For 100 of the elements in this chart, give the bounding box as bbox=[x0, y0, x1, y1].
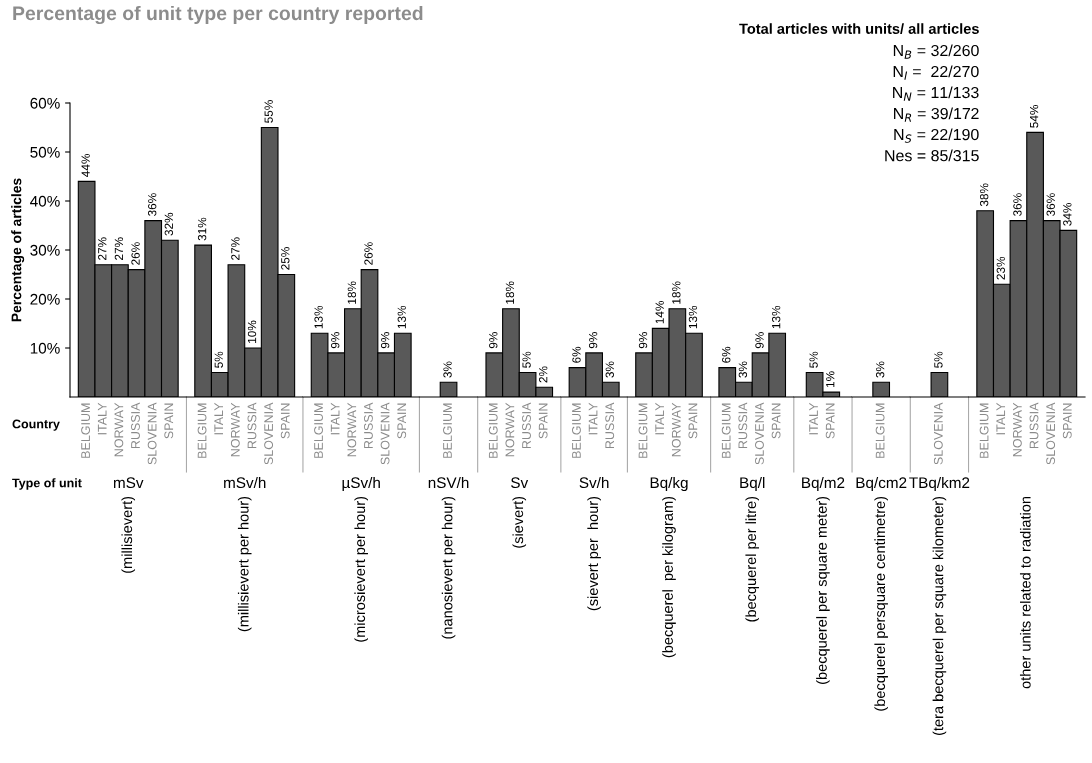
x-tick-label: ITALY bbox=[97, 402, 107, 435]
data-label: 9% bbox=[380, 332, 390, 349]
x-axis-title: mSv/h bbox=[224, 476, 266, 489]
data-label: 18% bbox=[505, 281, 515, 304]
x-tick-label: NORWAY bbox=[114, 402, 124, 457]
x-tick-label: NORWAY bbox=[1012, 402, 1022, 457]
data-label: 1% bbox=[826, 371, 835, 388]
data-label: 13% bbox=[771, 305, 781, 329]
data-label: 55% bbox=[264, 100, 273, 123]
x-tick-label: SPAIN bbox=[538, 403, 548, 439]
chart-title: Percentage of unit type per country reported bbox=[13, 5, 423, 25]
data-label: 13% bbox=[397, 305, 406, 329]
text: (tera becquerel per square kilometer) bbox=[932, 496, 947, 735]
text: (nanosievert per hour) bbox=[441, 496, 456, 639]
x-tick-label: ITALY bbox=[996, 402, 1006, 435]
data-label: 18% bbox=[347, 281, 357, 304]
x-tick-label: BELGIUM bbox=[488, 403, 498, 458]
y-tick-label: 50% bbox=[30, 146, 60, 158]
data-label: 9% bbox=[489, 332, 498, 349]
data-label: 25% bbox=[281, 247, 290, 270]
x-axis-title: nSV/h bbox=[428, 476, 469, 489]
x-tick-label: RUSSIA bbox=[1029, 402, 1039, 449]
data-label: 54% bbox=[1029, 105, 1039, 128]
data-label: 27% bbox=[231, 237, 240, 260]
x-tick-label: BELGIUM bbox=[197, 403, 207, 458]
data-label: 6% bbox=[572, 346, 581, 363]
x-tick-label: SPAIN bbox=[688, 403, 698, 439]
x-tick-label: NORWAY bbox=[671, 402, 681, 457]
x-tick-label: SPAIN bbox=[397, 403, 407, 439]
x-tick-label: BELGIUM bbox=[721, 403, 731, 458]
data-label: 27% bbox=[98, 237, 107, 260]
x-tick-label: ITALY bbox=[330, 402, 340, 435]
x-tick-label: RUSSIA bbox=[364, 402, 373, 449]
data-label: 5% bbox=[809, 351, 818, 368]
text: (millisievert) bbox=[121, 496, 136, 573]
x-tick-label: BELGIUM bbox=[572, 403, 581, 458]
data-label: 34% bbox=[1063, 203, 1072, 226]
x-axis-title: Sv/h bbox=[579, 476, 609, 489]
y-axis-title: Percentage of articles bbox=[11, 178, 25, 322]
data-label: 44% bbox=[81, 154, 90, 177]
x-tick-label: NORWAY bbox=[230, 402, 240, 457]
data-label: 14% bbox=[655, 301, 664, 324]
x-tick-label: SLOVENIA bbox=[380, 402, 390, 465]
data-label: 32% bbox=[164, 212, 174, 236]
x-tick-label: BELGIUM bbox=[638, 403, 648, 458]
x-tick-label: SPAIN bbox=[771, 403, 781, 439]
data-label: 9% bbox=[638, 332, 648, 349]
text: (sievert per hour) bbox=[587, 496, 601, 611]
x-tick-label: ITALY bbox=[214, 402, 223, 435]
text: N$_{N}$ = 11/133 bbox=[893, 86, 979, 101]
data-label: 3% bbox=[875, 361, 885, 378]
data-label: 9% bbox=[588, 332, 598, 349]
data-label: 13% bbox=[314, 305, 323, 329]
x-tick-label: SLOVENIA bbox=[933, 402, 943, 465]
data-label: 3% bbox=[738, 361, 748, 378]
x-tick-label: SPAIN bbox=[280, 403, 290, 439]
x-tick-label: ITALY bbox=[809, 402, 818, 435]
x-tick-label: BELGIUM bbox=[979, 403, 989, 458]
x-tick-label: ITALY bbox=[655, 402, 664, 435]
x-tick-label: NORWAY bbox=[347, 402, 357, 457]
data-label: 31% bbox=[197, 217, 207, 241]
text: N$_{B}$ = 32/260 bbox=[893, 44, 979, 59]
data-label: 5% bbox=[934, 351, 943, 368]
data-label: 9% bbox=[755, 332, 764, 349]
data-label: 3% bbox=[443, 361, 452, 378]
data-label: 38% bbox=[979, 183, 989, 207]
text: other units related to radiation bbox=[1019, 496, 1031, 689]
x-tick-label: SPAIN bbox=[1062, 403, 1072, 439]
data-label: 23% bbox=[996, 256, 1005, 280]
x-tick-label: BELGIUM bbox=[875, 403, 885, 458]
x-axis-title: Sv bbox=[511, 477, 529, 489]
data-label: 26% bbox=[364, 242, 373, 265]
x-tick-label: NORWAY bbox=[505, 402, 515, 457]
x-tick-label: SPAIN bbox=[164, 403, 174, 439]
text: (microsievert per hour) bbox=[354, 496, 368, 642]
x-axis-title: µSv/h bbox=[342, 476, 380, 492]
y-tick-label: 30% bbox=[30, 244, 60, 256]
text: (becquerel persquare centimetre) bbox=[874, 496, 888, 711]
x-tick-label: RUSSIA bbox=[247, 402, 257, 449]
data-label: 36% bbox=[1013, 193, 1022, 216]
text: Total articles with units/ all articles bbox=[739, 23, 979, 35]
x-axis-title: TBq/km2 bbox=[909, 476, 970, 492]
data-label: 27% bbox=[114, 237, 124, 260]
data-label: 26% bbox=[131, 242, 140, 265]
data-label: 2% bbox=[539, 366, 548, 383]
data-label: 36% bbox=[148, 193, 157, 216]
text: (becquerel per square meter) bbox=[816, 496, 830, 684]
x-axis-title: Bq/m2 bbox=[802, 476, 845, 492]
y-tick-label: 40% bbox=[30, 195, 60, 207]
x-tick-label: SLOVENIA bbox=[1046, 402, 1056, 465]
x-tick-label: SLOVENIA bbox=[147, 402, 157, 465]
text: (becquerel per litre) bbox=[745, 496, 760, 622]
text: Country bbox=[12, 419, 60, 431]
x-axis-title: Bq/cm2 bbox=[856, 476, 907, 492]
x-tick-label: BELGIUM bbox=[81, 403, 90, 458]
text: (millisievert per hour) bbox=[237, 496, 252, 632]
x-tick-label: RUSSIA bbox=[522, 402, 531, 449]
data-label: 10% bbox=[247, 320, 257, 343]
x-axis-title: Bq/l bbox=[740, 476, 765, 492]
x-tick-label: BELGIUM bbox=[314, 403, 323, 458]
